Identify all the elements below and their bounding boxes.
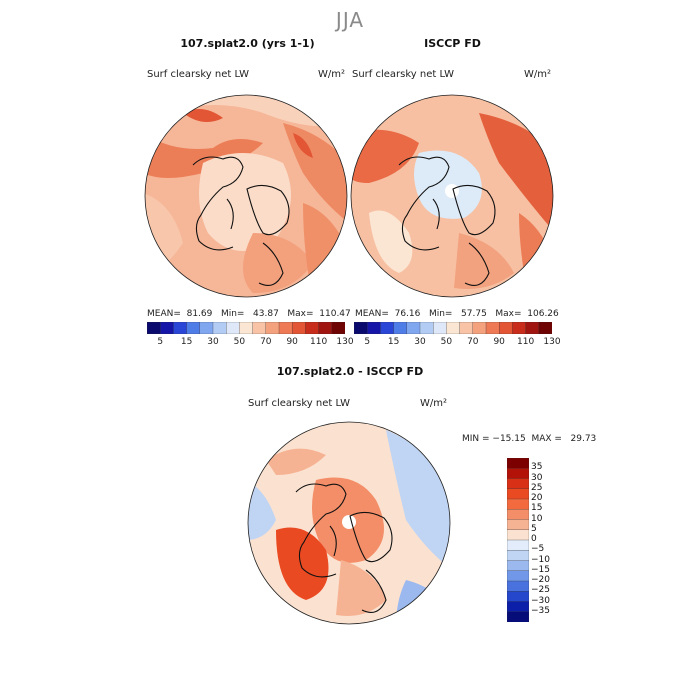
colorbar-abs-1-tick-label: 50: [233, 337, 246, 347]
polar-map-model: [144, 94, 348, 298]
colorbar-difference-tick-label: −5: [531, 544, 545, 555]
colorbar-difference-tick-label: −10: [531, 554, 550, 565]
colorbar-abs-1-swatch: [199, 322, 214, 334]
colorbar-abs-1-tick-label: 90: [286, 337, 298, 347]
colorbar-abs-2-tick-label: 50: [440, 337, 453, 347]
colorbar-abs-2-swatch: [433, 322, 447, 334]
panel-1-stats: MEAN= 81.69 Min= 43.87 Max= 110.47: [147, 309, 351, 319]
colorbar-abs-1-tick-label: 70: [260, 337, 272, 347]
colorbar-abs-2: [354, 322, 552, 334]
colorbar-abs-1-swatch: [252, 322, 267, 334]
colorbar-difference-tick-label: 0: [531, 534, 537, 544]
colorbar-abs-2-tick-label: 90: [493, 337, 505, 347]
colorbar-abs-1-swatch: [173, 322, 188, 334]
colorbar-abs-1-tick-label: 110: [310, 337, 328, 347]
colorbar-abs-2-tick-label: 70: [467, 337, 479, 347]
colorbar-abs-1-tick-label: 5: [157, 337, 164, 347]
panel-2-units: W/m²: [524, 69, 552, 80]
colorbar-abs-2-swatch: [354, 322, 368, 334]
season-title: JJA: [335, 8, 365, 32]
colorbar-abs-1-swatch: [305, 322, 320, 334]
colorbar-difference-tick-label: 15: [531, 503, 543, 514]
colorbar-abs-2-tick-label: 15: [387, 337, 400, 347]
colorbar-abs-2-tick-label: 5: [364, 337, 371, 347]
colorbar-abs-1-tick-label: 30: [207, 337, 219, 347]
panel-3-title: 107.splat2.0 - ISCCP FD: [276, 365, 424, 378]
colorbar-abs-1-labels: 5 15 30 50 70 90 110 130: [147, 337, 353, 349]
colorbar-abs-1-tick-label: 15: [180, 337, 193, 347]
colorbar-difference-tick-label: −30: [531, 595, 550, 606]
colorbar-abs-2-labels: 5 15 30 50 70 90 110 130: [354, 337, 560, 349]
colorbar-abs-2-tick-label: 30: [414, 337, 426, 347]
panel-2-title: ISCCP FD: [424, 37, 481, 50]
panel-1-title: 107.splat2.0 (yrs 1-1): [180, 37, 315, 50]
colorbar-abs-2-swatch: [367, 322, 381, 334]
colorbar-abs-1-tick-label: 130: [336, 337, 354, 347]
colorbar-abs-1-swatch: [160, 322, 174, 334]
panel-2-stats: MEAN= 76.16 Min= 57.75 Max= 106.26: [355, 309, 559, 319]
colorbar-difference-tick-label: 30: [531, 472, 543, 483]
colorbar-abs-2-swatch: [485, 322, 500, 334]
panel-2-variable: Surf clearsky net LW: [352, 69, 455, 80]
colorbar-abs-2-swatch: [512, 322, 527, 334]
colorbar-difference-labels: 35 30 25 20 15 10 5 0 −5 −10 −15 −20 −25 −30 −35: [503, 458, 553, 622]
colorbar-abs-1-swatch: [265, 322, 280, 334]
polar-map-isccp: [350, 94, 554, 298]
colorbar-difference: [507, 458, 529, 622]
panel-1-units: W/m²: [318, 69, 346, 80]
colorbar-abs-2-swatch: [393, 322, 408, 334]
panel-3-units: W/m²: [420, 398, 448, 409]
colorbar-abs-2-tick-label: 110: [517, 337, 535, 347]
colorbar-difference-tick-label: −35: [531, 605, 550, 616]
colorbar-abs-2-swatch: [419, 322, 434, 334]
colorbar-abs-1: [147, 322, 345, 334]
colorbar-abs-1-swatch: [318, 322, 333, 334]
colorbar-abs-1-swatch: [239, 322, 254, 334]
colorbar-difference-tick-label: 5: [531, 523, 537, 534]
colorbar-abs-2-swatch: [472, 322, 487, 334]
colorbar-abs-2-swatch: [380, 322, 395, 334]
colorbar-abs-1-swatch: [331, 322, 345, 334]
colorbar-abs-1-swatch: [226, 322, 240, 334]
colorbar-abs-2-swatch: [499, 322, 513, 334]
colorbar-abs-2-tick-label: 130: [543, 337, 561, 347]
colorbar-abs-2-swatch: [406, 322, 421, 334]
colorbar-abs-1-swatch: [292, 322, 306, 334]
colorbar-difference-swatch: [507, 611, 529, 622]
colorbar-abs-1-swatch: [212, 322, 227, 334]
colorbar-abs-2-swatch: [459, 322, 474, 334]
panel-3-stats: MIN = −15.15 MAX = 29.73: [462, 434, 597, 444]
colorbar-difference-tick-label: 10: [531, 513, 543, 524]
colorbar-difference-tick-label: 35: [531, 462, 543, 473]
panel-3-variable: Surf clearsky net LW: [248, 398, 351, 409]
colorbar-abs-2-swatch: [525, 322, 540, 334]
colorbar-abs-2-swatch: [446, 322, 461, 334]
colorbar-difference-tick-label: 20: [531, 493, 543, 503]
colorbar-abs-2-swatch: [538, 322, 552, 334]
polar-map-difference: [247, 421, 451, 625]
colorbar-difference-tick-label: −25: [531, 585, 550, 596]
panel-1-variable: Surf clearsky net LW: [147, 69, 250, 80]
colorbar-difference-tick-label: −20: [531, 575, 550, 585]
colorbar-difference-tick-label: −15: [531, 564, 550, 575]
colorbar-abs-1-swatch: [147, 322, 161, 334]
colorbar-abs-1-swatch: [186, 322, 201, 334]
colorbar-difference-tick-label: 25: [531, 482, 543, 493]
colorbar-abs-1-swatch: [278, 322, 293, 334]
